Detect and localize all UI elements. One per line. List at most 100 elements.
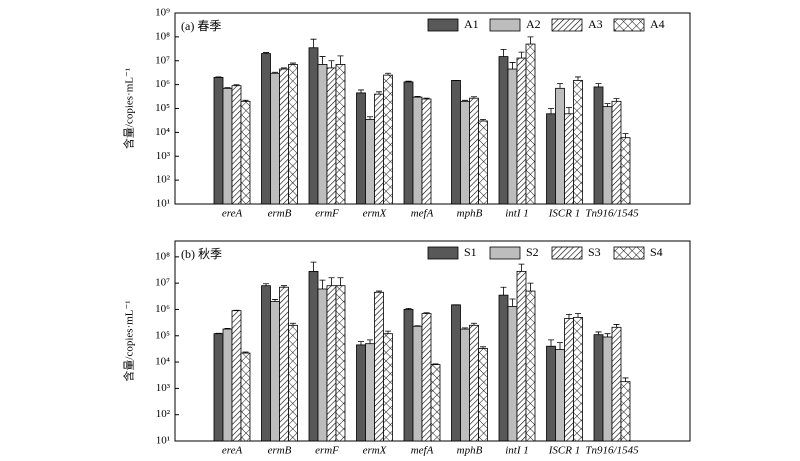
- error-bar: [367, 116, 373, 120]
- error-bar: [423, 97, 430, 99]
- y-tick-label: 10⁴: [155, 126, 170, 138]
- x-tick-label: ermB: [268, 445, 292, 457]
- bar: [279, 286, 289, 442]
- legend-label: A2: [526, 17, 541, 31]
- error-bar: [604, 103, 611, 107]
- bar: [573, 80, 583, 205]
- x-tick-label: mefA: [411, 208, 434, 220]
- legend-label: A1: [464, 17, 479, 31]
- bar: [403, 309, 414, 442]
- bar: [498, 56, 509, 205]
- error-bar: [224, 328, 231, 330]
- error-bar: [613, 324, 620, 328]
- y-tick-label: 10²: [156, 174, 171, 186]
- legend-label: A4: [650, 17, 665, 31]
- error-bar: [557, 83, 563, 89]
- legend-label: S4: [650, 245, 663, 259]
- x-tick-label: ISCR 1: [548, 208, 580, 220]
- y-tick-label: 10⁸: [155, 250, 170, 262]
- error-bar: [509, 62, 516, 70]
- error-bar: [281, 285, 287, 288]
- bar: [412, 96, 423, 205]
- error-bar: [290, 322, 296, 326]
- bar: [620, 381, 631, 442]
- legend-swatch: [427, 246, 459, 260]
- x-tick-label: Tn916/1545: [585, 208, 639, 220]
- bar: [564, 318, 574, 442]
- legend-swatch: [551, 246, 583, 260]
- y-tick-label: 10²: [156, 408, 171, 420]
- error-bar: [328, 277, 335, 286]
- bar: [240, 352, 251, 442]
- bar: [240, 100, 251, 205]
- y-tick-label: 10⁷: [155, 277, 170, 289]
- error-bar: [622, 133, 629, 138]
- error-bar: [432, 363, 439, 365]
- error-bar: [385, 72, 391, 76]
- bar: [222, 87, 233, 205]
- bar: [326, 285, 337, 442]
- error-bar: [367, 339, 373, 344]
- bar: [421, 98, 432, 205]
- bar: [460, 100, 470, 205]
- x-tick-label: ermB: [268, 208, 292, 220]
- legend-swatch: [551, 18, 583, 32]
- error-bar: [358, 341, 364, 345]
- bar: [374, 291, 384, 442]
- bar: [335, 64, 346, 205]
- error-bar: [263, 52, 269, 54]
- bar: [270, 301, 280, 442]
- bar: [421, 313, 432, 442]
- y-tick-label: 10⁸: [155, 30, 170, 42]
- x-tick-label: mefA: [411, 445, 434, 457]
- x-tick-label: intI 1: [505, 208, 529, 220]
- bar: [611, 100, 622, 205]
- x-tick-label: Tn916/1545: [585, 445, 639, 457]
- bar: [611, 326, 622, 442]
- bar: [602, 336, 613, 442]
- bar: [308, 270, 319, 442]
- legend-swatch: [489, 18, 521, 32]
- error-bar: [613, 98, 620, 102]
- error-bar: [242, 351, 249, 354]
- error-bar: [414, 96, 421, 98]
- x-tick-label: mphB: [457, 445, 483, 457]
- bar: [478, 348, 488, 442]
- bar: [231, 85, 242, 205]
- legend-label: S2: [526, 245, 539, 259]
- error-bar: [480, 118, 486, 121]
- error-bar: [281, 67, 287, 70]
- error-bar: [423, 312, 430, 314]
- bar: [546, 345, 556, 442]
- bar: [403, 81, 414, 205]
- bar: [498, 294, 509, 442]
- bar: [317, 64, 328, 205]
- bar: [288, 324, 298, 442]
- legend-swatch: [613, 246, 645, 260]
- bar: [213, 333, 224, 442]
- panel-title: (b) 秋季: [181, 247, 222, 261]
- error-bar: [480, 346, 486, 349]
- error-bar: [310, 38, 317, 48]
- error-bar: [622, 377, 629, 382]
- bar: [507, 68, 518, 205]
- bar: [573, 316, 583, 442]
- x-tick-label: ereA: [222, 445, 243, 457]
- y-axis-label: 含量/copies·mL⁻¹: [122, 300, 136, 381]
- error-bar: [471, 96, 477, 99]
- bar: [451, 304, 461, 442]
- y-axis-label: 含量/copies·mL⁻¹: [122, 68, 136, 149]
- x-tick-label: mphB: [457, 208, 483, 220]
- error-bar: [224, 87, 231, 89]
- y-tick-label: 10³: [156, 150, 171, 162]
- bar: [516, 57, 527, 205]
- error-bar: [272, 299, 278, 302]
- error-bar: [328, 60, 335, 68]
- y-tick-label: 10⁶: [155, 303, 170, 315]
- error-bar: [376, 290, 382, 293]
- bar: [620, 137, 631, 205]
- error-bar: [518, 51, 525, 59]
- y-tick-label: 10⁵: [155, 102, 170, 114]
